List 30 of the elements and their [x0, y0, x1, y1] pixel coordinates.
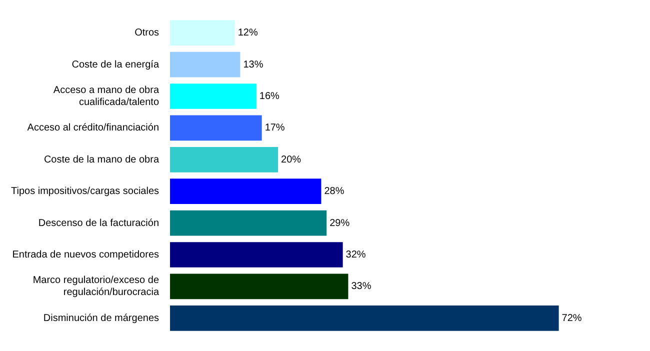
- y-tick-label: Marco regulatorio/exceso de regulación/burocracia: [32, 275, 160, 298]
- y-tick-label: Tipos impositivos/cargas sociales: [10, 186, 160, 198]
- y-tick-label: Coste de la energía: [72, 59, 160, 70]
- bar: [170, 115, 262, 141]
- data-label: 33%: [351, 281, 372, 292]
- bar: [170, 178, 322, 204]
- bar: [170, 274, 348, 300]
- data-label: 29%: [330, 218, 350, 229]
- y-tick-label: Coste de la mano de obra: [44, 154, 160, 166]
- bar: [170, 242, 343, 268]
- data-label: 20%: [281, 154, 302, 166]
- y-tick-label: Otros: [134, 28, 160, 39]
- y-tick-label: Entrada de nuevos competidores: [12, 250, 160, 260]
- data-label: 16%: [259, 91, 280, 102]
- bar: [170, 210, 327, 236]
- bar: [170, 84, 256, 109]
- y-tick-label: Acceso al crédito/financiación: [27, 122, 160, 134]
- y-tick-label: Disminución de márgenes: [43, 312, 160, 324]
- y-tick-label: Descenso de la facturación: [38, 218, 160, 229]
- y-tick-label: Acceso a mano de obra cualificada/talento: [53, 85, 160, 108]
- data-label: 13%: [243, 59, 264, 70]
- bar: [170, 20, 235, 46]
- data-label: 72%: [562, 312, 582, 324]
- data-label: 17%: [264, 122, 285, 134]
- bar: [170, 305, 559, 331]
- data-label: 28%: [324, 186, 344, 198]
- bar: [170, 52, 240, 78]
- data-label: 32%: [346, 250, 366, 260]
- data-label: 12%: [238, 28, 258, 39]
- bar: [170, 146, 278, 172]
